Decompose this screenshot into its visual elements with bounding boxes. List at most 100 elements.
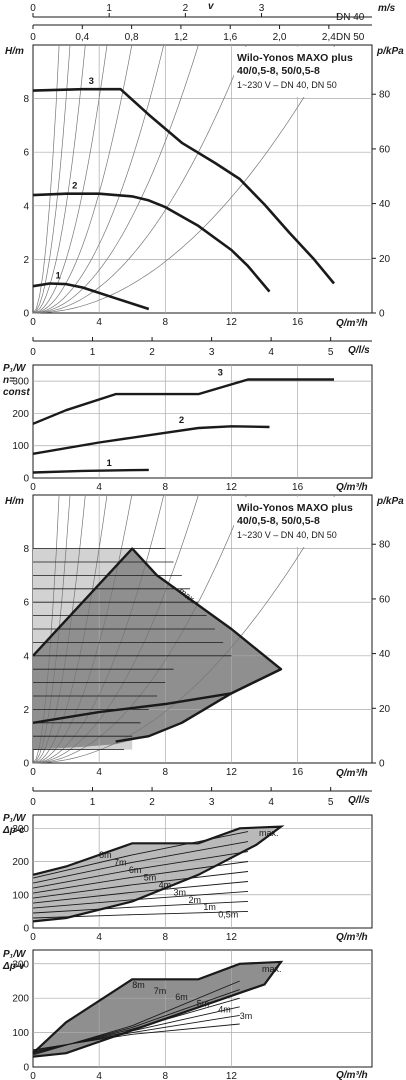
dn40-ticks: 0 1 2 3 <box>30 3 339 17</box>
power-curve <box>32 890 249 909</box>
y2-tick-labels: 0 20 40 60 80 <box>372 540 391 770</box>
y2-tick-label: 0 <box>379 759 385 770</box>
y-tick-label: 0 <box>23 309 29 320</box>
power-curve <box>32 910 249 919</box>
x-tick-label: 0 <box>30 317 36 328</box>
flow-ls-tick-label: 3 <box>209 347 215 358</box>
flow-ls-tick-label: 4 <box>268 347 274 358</box>
y-axis-label: P₁/W <box>3 949 27 960</box>
flow-ls-tick-label: 4 <box>268 797 274 808</box>
power-curve <box>32 861 249 894</box>
flow-ls-label: Q/l/s <box>348 795 370 806</box>
system-curve <box>32 494 165 764</box>
dn50-tick-label: 1,6 <box>223 32 237 43</box>
x-tick-labels: 0 4 8 12 16 <box>30 482 303 493</box>
y-tick-labels: 0 100 200 300 <box>12 377 29 485</box>
dn50-tick-label: 1,2 <box>174 32 188 43</box>
dn50-label: DN 50 <box>336 32 365 43</box>
system-curve <box>32 44 86 314</box>
curve-labels: 8m 7m 6m 5m 4m 3m <box>132 980 252 1021</box>
y-tick-label: 4 <box>23 201 29 212</box>
y-tick-label: 0 <box>23 1063 29 1074</box>
y-tick-label: 100 <box>12 441 29 452</box>
flow-ls-tick-label: 1 <box>90 797 96 808</box>
power-curve <box>32 881 249 904</box>
dn40-tick-label: 2 <box>183 3 189 14</box>
system-curve <box>32 44 133 314</box>
grid <box>33 365 372 478</box>
chart-subtitle: 40/0,5-8, 50/0,5-8 <box>237 65 320 77</box>
x-axis-label: Q/m³/h <box>336 932 368 943</box>
x-axis-label: Q/m³/h <box>336 768 368 779</box>
x-tick-label: 8 <box>163 1071 169 1080</box>
system-curve <box>33 44 336 314</box>
x-tick-labels: 0 4 8 12 <box>30 1071 237 1080</box>
y2-axis-label: p/kPa <box>376 46 404 57</box>
series-line-2 <box>32 425 270 455</box>
series-line-1 <box>32 468 149 474</box>
y-tick-label: 300 <box>12 377 29 388</box>
y2-tick-label: 80 <box>379 540 391 551</box>
system-curve <box>32 494 247 764</box>
dn40-tick-label: 0 <box>30 3 36 14</box>
y-tick-label: 100 <box>12 1028 29 1039</box>
system-curve <box>32 494 86 764</box>
field-outline <box>32 960 284 1058</box>
y-axis-label: P₁/W <box>3 363 27 374</box>
system-curves <box>32 44 336 314</box>
y-axis-label: H/m <box>5 46 24 57</box>
lower-curve <box>32 668 282 724</box>
y2-tick-label: 20 <box>379 254 391 265</box>
x-tick-label: 8 <box>163 767 169 778</box>
y-tick-labels: 0 2 4 6 8 <box>23 544 29 769</box>
x-axis-label: Q/m³/h <box>336 318 368 329</box>
chart-note: 1~230 V – DN 40, DN 50 <box>237 530 337 540</box>
system-curve <box>32 44 60 314</box>
y2-tick-label: 40 <box>379 649 391 660</box>
flow-ls-tick-label: 2 <box>149 347 155 358</box>
y-axis-label-2: n= <box>3 375 15 386</box>
y-tick-label: 8 <box>23 544 29 555</box>
curve-label: 2m <box>188 895 201 905</box>
flow-ls-label: Q/l/s <box>348 345 370 356</box>
y-tick-label: 300 <box>12 959 29 970</box>
x-tick-label: 12 <box>226 932 238 943</box>
x-tick-label: 4 <box>96 317 102 328</box>
x-tick-labels: 0 4 8 12 <box>30 932 237 943</box>
x-axis-label: Q/m³/h <box>336 482 368 493</box>
operating-field <box>33 548 281 750</box>
series-line-1 <box>32 282 150 311</box>
chart-note: 1~230 V – DN 40, DN 50 <box>237 80 337 90</box>
dn50-ticks: 0 0,4 0,8 1,2 1,6 2,0 2,4 <box>30 25 336 43</box>
x-tick-label: 16 <box>292 767 304 778</box>
y-tick-label: 8 <box>23 94 29 105</box>
x-tick-label: 4 <box>96 767 102 778</box>
series-lines: 1 2 3 <box>32 368 334 474</box>
y2-tick-label: 0 <box>379 309 385 320</box>
x-tick-label: 12 <box>226 482 238 493</box>
y-axis-label-2: Δp-v <box>2 961 26 972</box>
y2-axis-label: p/kPa <box>376 496 404 507</box>
series-label-1: 1 <box>56 271 62 282</box>
y2-tick-labels: 0 20 40 60 80 <box>372 90 391 320</box>
system-curve <box>32 44 71 314</box>
curve-label: 8m <box>99 850 112 860</box>
x-tick-label: 8 <box>163 317 169 328</box>
x-tick-label: 8 <box>163 932 169 943</box>
x-tick-label: 8 <box>163 482 169 493</box>
series-line-3 <box>32 87 336 285</box>
y-tick-label: 0 <box>23 924 29 935</box>
curve-label: 8m <box>132 980 145 990</box>
flow-ls-tick-label: 5 <box>328 347 334 358</box>
curve-label: 5m <box>144 872 157 882</box>
y-tick-label: 100 <box>12 890 29 901</box>
power-curve <box>32 841 249 884</box>
chart-subtitle: 40/0,5-8, 50/0,5-8 <box>237 515 320 527</box>
dn40-label: DN 40 <box>336 12 365 23</box>
flow-ls-tick-label: 1 <box>90 347 96 358</box>
y2-tick-label: 40 <box>379 199 391 210</box>
x-tick-label: 12 <box>226 767 238 778</box>
x-tick-label: 0 <box>30 482 36 493</box>
